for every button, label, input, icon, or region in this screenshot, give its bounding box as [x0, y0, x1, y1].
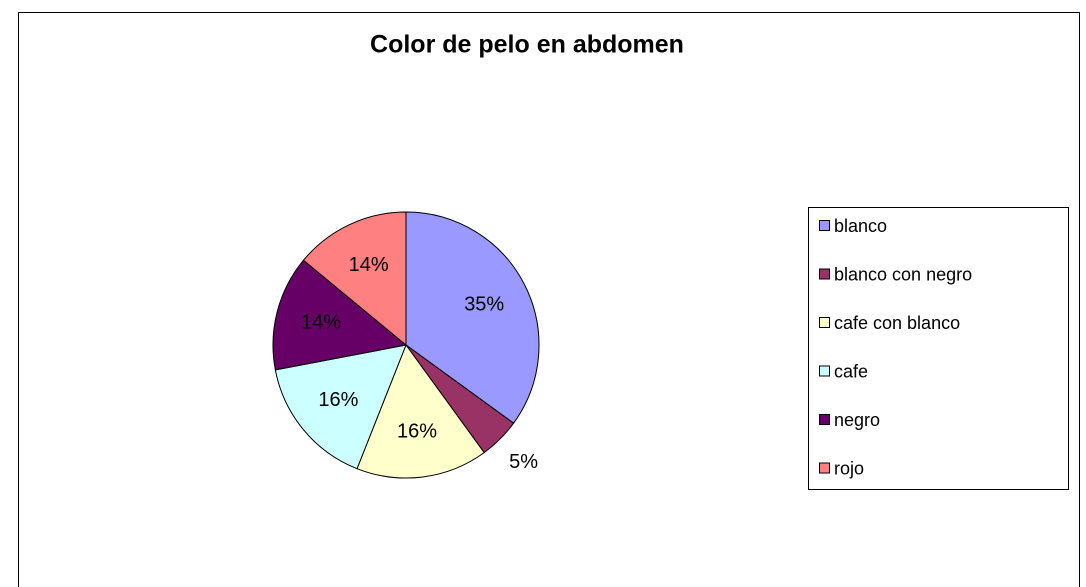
legend-swatch [819, 462, 830, 474]
legend-label: blanco con negro [834, 264, 972, 284]
data-label: 16% [318, 389, 358, 411]
data-label: 14% [301, 311, 341, 333]
pie-slice [272, 259, 408, 371]
pie-slice [302, 211, 407, 347]
legend-swatch [819, 220, 830, 231]
legend-box [808, 207, 1069, 490]
pie-slice [274, 344, 407, 470]
legend-swatch [819, 365, 830, 377]
legend-swatch [819, 317, 830, 328]
legend-swatch [819, 268, 830, 280]
legend-swatch [819, 414, 830, 425]
data-label: 16% [397, 420, 437, 442]
pie-slice [405, 211, 540, 424]
data-label: 5% [509, 451, 538, 473]
legend-label: cafe [834, 361, 868, 381]
legend-label: negro [834, 410, 880, 430]
pie-slice [356, 343, 485, 479]
data-label: 35% [464, 293, 504, 315]
chart-title: Color de pelo en abdomen [370, 31, 684, 59]
legend-label: blanco [834, 216, 887, 236]
data-label: 14% [349, 254, 389, 276]
legend-label: cafe con blanco [834, 313, 960, 333]
legend-label: rojo [834, 458, 864, 478]
